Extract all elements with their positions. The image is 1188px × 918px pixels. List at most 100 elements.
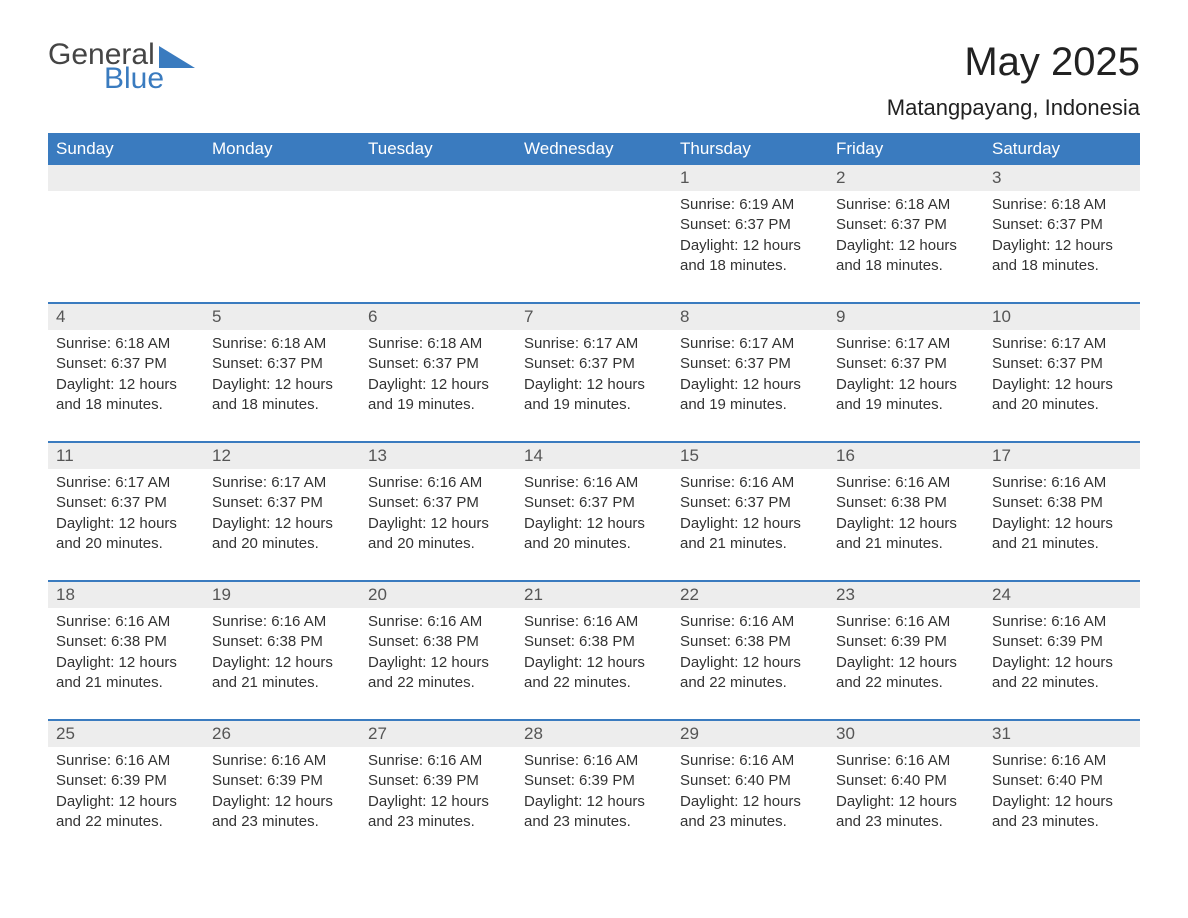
day-cell: Sunrise: 6:16 AMSunset: 6:38 PMDaylight:… xyxy=(204,608,360,705)
calendar-week: 25262728293031Sunrise: 6:16 AMSunset: 6:… xyxy=(48,719,1140,844)
sunrise-text: Sunrise: 6:16 AM xyxy=(680,473,820,493)
sunrise-text: Sunrise: 6:16 AM xyxy=(524,473,664,493)
day-number: 29 xyxy=(672,721,828,747)
sunrise-text: Sunrise: 6:17 AM xyxy=(524,334,664,354)
brand-logo: General Blue xyxy=(48,40,195,94)
sunset-text: Sunset: 6:37 PM xyxy=(212,493,352,513)
day-cell: Sunrise: 6:16 AMSunset: 6:37 PMDaylight:… xyxy=(516,469,672,566)
daylight-text: Daylight: 12 hours and 21 minutes. xyxy=(56,653,196,694)
sunset-text: Sunset: 6:40 PM xyxy=(992,771,1132,791)
daylight-text: Daylight: 12 hours and 21 minutes. xyxy=(680,514,820,555)
sunrise-text: Sunrise: 6:18 AM xyxy=(56,334,196,354)
day-header: Saturday xyxy=(984,133,1140,165)
sunset-text: Sunset: 6:38 PM xyxy=(992,493,1132,513)
day-number: 21 xyxy=(516,582,672,608)
day-cell: Sunrise: 6:16 AMSunset: 6:40 PMDaylight:… xyxy=(672,747,828,844)
day-number: 28 xyxy=(516,721,672,747)
day-number: 20 xyxy=(360,582,516,608)
day-number: 14 xyxy=(516,443,672,469)
sunrise-text: Sunrise: 6:16 AM xyxy=(56,612,196,632)
calendar-week: 11121314151617Sunrise: 6:17 AMSunset: 6:… xyxy=(48,441,1140,566)
day-header: Tuesday xyxy=(360,133,516,165)
page-header: General Blue May 2025 Matangpayang, Indo… xyxy=(48,40,1140,121)
sunrise-text: Sunrise: 6:19 AM xyxy=(680,195,820,215)
daylight-text: Daylight: 12 hours and 22 minutes. xyxy=(56,792,196,833)
sunset-text: Sunset: 6:39 PM xyxy=(524,771,664,791)
day-number: 1 xyxy=(672,165,828,191)
daylight-text: Daylight: 12 hours and 19 minutes. xyxy=(368,375,508,416)
sunset-text: Sunset: 6:37 PM xyxy=(368,493,508,513)
day-number xyxy=(360,165,516,191)
day-cell: Sunrise: 6:16 AMSunset: 6:38 PMDaylight:… xyxy=(828,469,984,566)
day-cell: Sunrise: 6:16 AMSunset: 6:37 PMDaylight:… xyxy=(360,469,516,566)
title-block: May 2025 Matangpayang, Indonesia xyxy=(887,40,1140,121)
sunset-text: Sunset: 6:38 PM xyxy=(368,632,508,652)
day-cell xyxy=(516,191,672,288)
sunrise-text: Sunrise: 6:16 AM xyxy=(992,612,1132,632)
calendar-week: 45678910Sunrise: 6:18 AMSunset: 6:37 PMD… xyxy=(48,302,1140,427)
day-cell: Sunrise: 6:17 AMSunset: 6:37 PMDaylight:… xyxy=(672,330,828,427)
sunset-text: Sunset: 6:37 PM xyxy=(212,354,352,374)
day-number: 26 xyxy=(204,721,360,747)
daynum-row: 18192021222324 xyxy=(48,582,1140,608)
sunset-text: Sunset: 6:37 PM xyxy=(56,493,196,513)
sunset-text: Sunset: 6:40 PM xyxy=(836,771,976,791)
day-header: Friday xyxy=(828,133,984,165)
day-number xyxy=(516,165,672,191)
sunset-text: Sunset: 6:37 PM xyxy=(680,493,820,513)
sunrise-text: Sunrise: 6:17 AM xyxy=(212,473,352,493)
sunrise-text: Sunrise: 6:17 AM xyxy=(992,334,1132,354)
sunrise-text: Sunrise: 6:18 AM xyxy=(212,334,352,354)
day-cell: Sunrise: 6:16 AMSunset: 6:40 PMDaylight:… xyxy=(984,747,1140,844)
day-number: 13 xyxy=(360,443,516,469)
daylight-text: Daylight: 12 hours and 19 minutes. xyxy=(524,375,664,416)
day-header: Wednesday xyxy=(516,133,672,165)
daylight-text: Daylight: 12 hours and 18 minutes. xyxy=(680,236,820,277)
day-number: 11 xyxy=(48,443,204,469)
day-cell: Sunrise: 6:16 AMSunset: 6:38 PMDaylight:… xyxy=(672,608,828,705)
day-cell: Sunrise: 6:16 AMSunset: 6:39 PMDaylight:… xyxy=(984,608,1140,705)
day-cell xyxy=(48,191,204,288)
day-cell: Sunrise: 6:18 AMSunset: 6:37 PMDaylight:… xyxy=(204,330,360,427)
day-number: 19 xyxy=(204,582,360,608)
daylight-text: Daylight: 12 hours and 20 minutes. xyxy=(56,514,196,555)
daynum-row: 45678910 xyxy=(48,304,1140,330)
sunset-text: Sunset: 6:39 PM xyxy=(56,771,196,791)
daylight-text: Daylight: 12 hours and 23 minutes. xyxy=(212,792,352,833)
daylight-text: Daylight: 12 hours and 22 minutes. xyxy=(368,653,508,694)
day-number: 27 xyxy=(360,721,516,747)
sunset-text: Sunset: 6:37 PM xyxy=(992,215,1132,235)
day-number: 10 xyxy=(984,304,1140,330)
day-number xyxy=(204,165,360,191)
triangle-icon xyxy=(159,46,195,68)
daylight-text: Daylight: 12 hours and 21 minutes. xyxy=(836,514,976,555)
sunset-text: Sunset: 6:37 PM xyxy=(368,354,508,374)
day-number: 2 xyxy=(828,165,984,191)
daylight-text: Daylight: 12 hours and 22 minutes. xyxy=(992,653,1132,694)
sunset-text: Sunset: 6:38 PM xyxy=(524,632,664,652)
page-title: May 2025 xyxy=(887,40,1140,85)
sunset-text: Sunset: 6:37 PM xyxy=(524,354,664,374)
day-number: 31 xyxy=(984,721,1140,747)
sunrise-text: Sunrise: 6:17 AM xyxy=(56,473,196,493)
sunrise-text: Sunrise: 6:18 AM xyxy=(368,334,508,354)
day-cell: Sunrise: 6:18 AMSunset: 6:37 PMDaylight:… xyxy=(360,330,516,427)
daylight-text: Daylight: 12 hours and 18 minutes. xyxy=(992,236,1132,277)
sunset-text: Sunset: 6:37 PM xyxy=(524,493,664,513)
day-cell: Sunrise: 6:16 AMSunset: 6:40 PMDaylight:… xyxy=(828,747,984,844)
sunset-text: Sunset: 6:37 PM xyxy=(680,354,820,374)
sunrise-text: Sunrise: 6:16 AM xyxy=(524,612,664,632)
daylight-text: Daylight: 12 hours and 20 minutes. xyxy=(368,514,508,555)
day-cell xyxy=(360,191,516,288)
brand-part2: Blue xyxy=(104,64,195,94)
daylight-text: Daylight: 12 hours and 23 minutes. xyxy=(368,792,508,833)
day-cell: Sunrise: 6:16 AMSunset: 6:39 PMDaylight:… xyxy=(204,747,360,844)
day-header: Sunday xyxy=(48,133,204,165)
sunset-text: Sunset: 6:38 PM xyxy=(836,493,976,513)
daynum-row: 25262728293031 xyxy=(48,721,1140,747)
sunset-text: Sunset: 6:39 PM xyxy=(212,771,352,791)
day-number: 16 xyxy=(828,443,984,469)
daylight-text: Daylight: 12 hours and 20 minutes. xyxy=(212,514,352,555)
day-number: 23 xyxy=(828,582,984,608)
day-cell: Sunrise: 6:16 AMSunset: 6:38 PMDaylight:… xyxy=(984,469,1140,566)
